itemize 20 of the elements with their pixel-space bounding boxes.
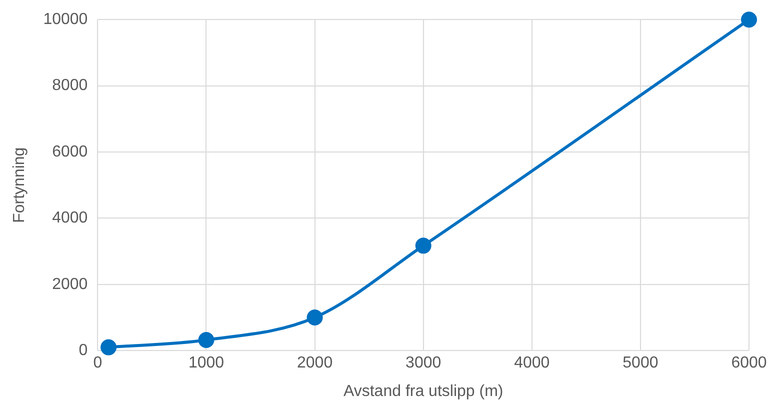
x-tick-label: 0 <box>93 354 102 372</box>
y-tick-label: 2000 <box>52 276 88 293</box>
y-tick-label: 0 <box>78 342 88 360</box>
x-tick-label: 1000 <box>188 354 224 372</box>
x-tick-label: 5000 <box>622 354 658 372</box>
x-axis-title: Avstand fra utslipp (m) <box>343 382 504 400</box>
x-tick-label: 6000 <box>731 354 767 372</box>
y-tick-label: 10000 <box>43 11 88 28</box>
y-tick-label: 8000 <box>52 77 88 94</box>
y-tick-label: 6000 <box>52 143 88 160</box>
point <box>415 238 432 254</box>
x-tick-label: 4000 <box>514 354 550 372</box>
point <box>306 310 323 326</box>
point <box>100 339 117 356</box>
point <box>198 332 214 348</box>
x-tick-label: 3000 <box>406 354 442 372</box>
y-tick-label: 4000 <box>52 210 88 227</box>
point <box>741 12 757 28</box>
x-tick-label: 2000 <box>297 354 333 372</box>
y-axis-title: Fortynning <box>11 147 28 223</box>
